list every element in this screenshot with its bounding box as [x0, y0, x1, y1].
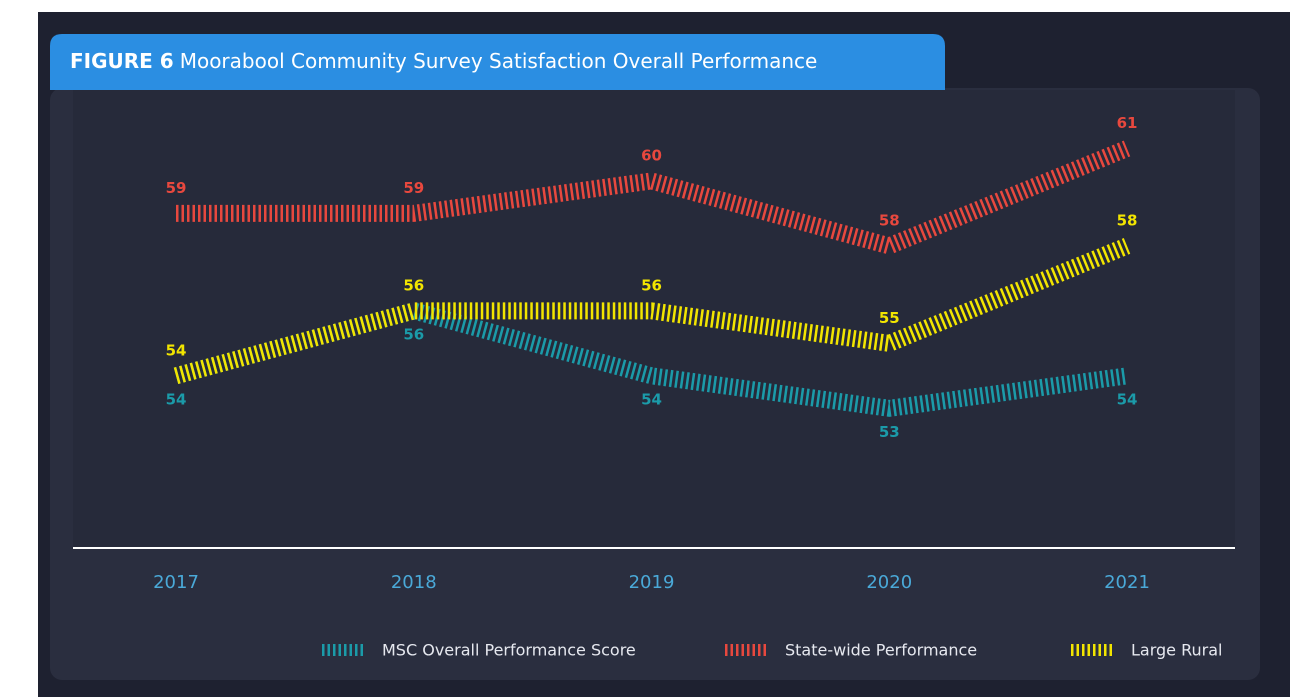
x-tick-label: 2021	[1104, 572, 1150, 593]
value-label: 59	[403, 179, 424, 197]
value-label: 58	[1117, 211, 1138, 229]
value-label: 55	[879, 309, 900, 327]
series-line	[173, 238, 1131, 385]
plot-area	[73, 90, 1235, 548]
value-label: 54	[1117, 390, 1138, 408]
value-label: 59	[166, 179, 187, 197]
x-tick-label: 2018	[391, 572, 437, 593]
title-tab	[50, 34, 945, 90]
x-tick-label: 2017	[153, 572, 199, 593]
value-label: 56	[403, 325, 424, 343]
value-label: 60	[641, 146, 662, 164]
series-line	[176, 140, 1131, 255]
value-label: 54	[166, 341, 187, 359]
value-label: 56	[641, 276, 662, 294]
value-label: 54	[641, 390, 662, 408]
x-tick-label: 2020	[866, 572, 912, 593]
value-label: 53	[879, 423, 900, 441]
value-label: 56	[403, 276, 424, 294]
legend-label: MSC Overall Performance Score	[382, 641, 636, 660]
value-label: 58	[879, 211, 900, 229]
chart-title: FIGURE 6 Moorabool Community Survey Satis…	[70, 49, 817, 73]
x-tick-label: 2019	[629, 572, 675, 593]
legend-label: Large Rural	[1131, 641, 1222, 660]
title-text: Moorabool Community Survey Satisfaction …	[180, 49, 818, 73]
legend-label: State-wide Performance	[785, 641, 977, 660]
figure-label: FIGURE 6	[70, 49, 174, 73]
value-label: 61	[1117, 114, 1138, 132]
value-label: 54	[166, 390, 187, 408]
